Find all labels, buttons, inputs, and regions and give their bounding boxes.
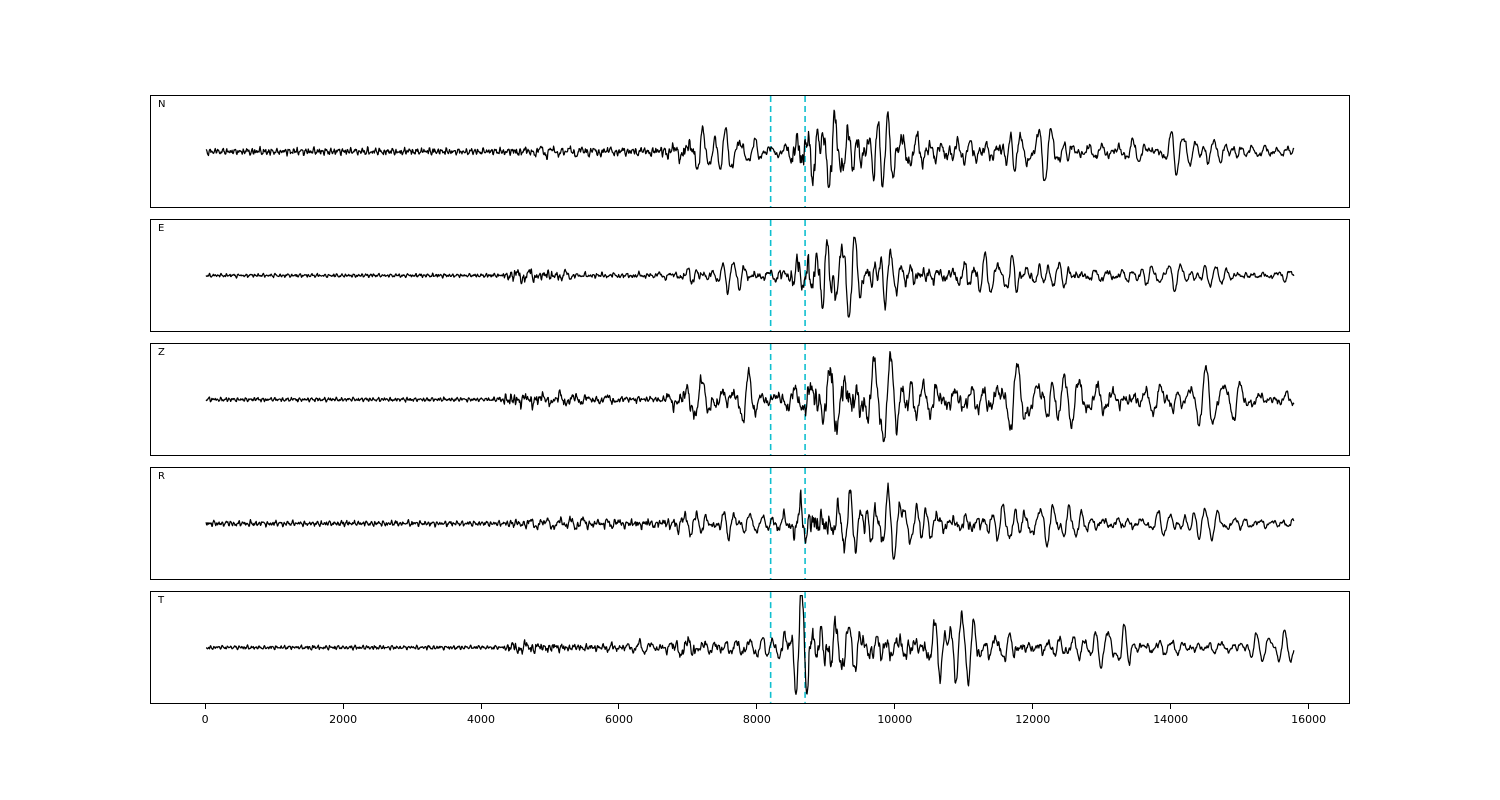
x-axis-tick-mark xyxy=(894,704,896,709)
x-axis-tick-label: 14000 xyxy=(1153,713,1189,726)
x-axis: 0 2000 4000 6000 8000 10000 12000 14000 16000 xyxy=(150,704,1350,740)
x-axis-tick-mark xyxy=(204,704,206,709)
x-axis-tick-label: 6000 xyxy=(604,713,633,726)
trace-plot-z xyxy=(205,344,1295,455)
x-axis-tick-mark xyxy=(1170,704,1172,709)
x-axis-tick-mark xyxy=(342,704,344,709)
waveform-trace xyxy=(205,594,1295,695)
panel-channel-e: E xyxy=(150,219,1350,332)
x-axis-tick-label: 12000 xyxy=(1015,713,1051,726)
channel-label-z: Z xyxy=(158,347,165,358)
channel-label-n: N xyxy=(158,99,166,110)
panel-channel-t: T xyxy=(150,591,1350,704)
waveform-panels: N E Z R T xyxy=(150,95,1350,704)
x-axis-tick-label: 16000 xyxy=(1291,713,1327,726)
waveform-trace xyxy=(205,350,1295,443)
x-axis-tick-mark xyxy=(480,704,482,709)
panel-channel-r: R xyxy=(150,467,1350,580)
trace-plot-r xyxy=(205,468,1295,579)
channel-label-e: E xyxy=(158,223,165,234)
waveform-trace xyxy=(205,109,1295,189)
panel-channel-z: Z xyxy=(150,343,1350,456)
channel-label-r: R xyxy=(158,471,165,482)
x-axis-tick-label: 4000 xyxy=(467,713,496,726)
trace-plot-e xyxy=(205,220,1295,331)
x-axis-tick-label: 10000 xyxy=(877,713,913,726)
x-axis-tick-mark xyxy=(618,704,620,709)
x-axis-tick-mark xyxy=(1308,704,1310,709)
x-axis-tick-mark xyxy=(1032,704,1034,709)
x-axis-tick-label: 0 xyxy=(201,713,209,726)
channel-label-t: T xyxy=(158,595,165,606)
waveform-trace xyxy=(205,236,1295,318)
trace-plot-n xyxy=(205,96,1295,207)
x-axis-tick-mark xyxy=(756,704,758,709)
trace-plot-t xyxy=(205,592,1295,703)
x-axis-tick-label: 8000 xyxy=(742,713,771,726)
waveform-trace xyxy=(205,482,1295,560)
x-axis-tick-label: 2000 xyxy=(329,713,358,726)
panel-channel-n: N xyxy=(150,95,1350,208)
